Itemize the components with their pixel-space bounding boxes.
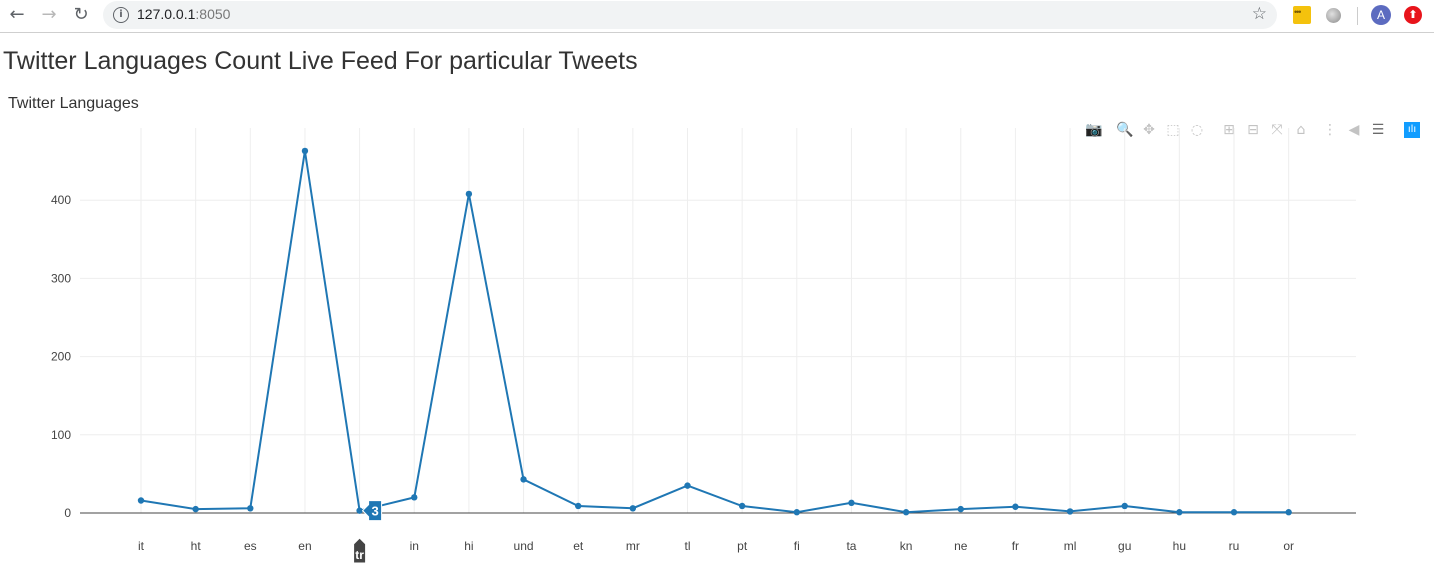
series-line <box>140 150 1289 514</box>
data-point[interactable] <box>957 505 964 513</box>
x-tick-label: es <box>244 539 257 553</box>
back-arrow-icon[interactable]: ← <box>9 4 25 25</box>
x-tick-label: und <box>514 539 534 553</box>
extension-icon[interactable] <box>1293 6 1311 24</box>
chart-title: Twitter Languages <box>8 95 139 112</box>
hover-labels: 3 tr <box>353 500 383 564</box>
bookmark-star-icon[interactable]: ☆ <box>1251 4 1267 24</box>
data-point[interactable] <box>1012 503 1019 510</box>
extension-icon[interactable] <box>1326 8 1341 23</box>
data-point[interactable] <box>684 482 691 489</box>
camera-icon[interactable]: 📷 <box>1085 122 1103 138</box>
x-tick-label: gu <box>1118 539 1131 553</box>
zoom-out-icon[interactable]: ⊟ <box>1247 122 1259 138</box>
data-point[interactable] <box>192 505 199 513</box>
extension-icon[interactable]: ⬆ <box>1404 6 1422 24</box>
data-point[interactable] <box>137 497 145 504</box>
avatar[interactable]: A <box>1371 5 1391 25</box>
y-axis-ticks: 0 100 200 300 400 <box>51 193 71 520</box>
x-tick-label: in <box>410 539 419 553</box>
x-tick-label: kn <box>900 539 913 553</box>
x-tick-label: hi <box>464 539 473 553</box>
data-point[interactable] <box>1066 508 1074 515</box>
url-port: :8050 <box>195 6 231 22</box>
x-tick-label: it <box>138 539 145 553</box>
x-tick-label: or <box>1283 539 1294 553</box>
data-point[interactable] <box>629 505 637 512</box>
data-point[interactable] <box>411 494 418 501</box>
x-tick-label: mr <box>626 539 640 553</box>
x-tick-label: et <box>573 539 584 553</box>
hover-value-label: 3 <box>361 500 383 522</box>
reset-axes-icon[interactable]: ⌂ <box>1296 122 1306 138</box>
hover-category-label: tr <box>353 537 367 564</box>
reload-icon[interactable]: ↻ <box>73 4 89 25</box>
data-point[interactable] <box>247 505 254 512</box>
y-tick-label: 400 <box>51 193 71 207</box>
gridlines <box>80 128 1356 513</box>
autoscale-icon[interactable]: ⤧ <box>1271 122 1283 138</box>
x-tick-label: fi <box>794 539 800 553</box>
x-tick-label: ml <box>1064 539 1077 553</box>
x-tick-label: fr <box>1012 539 1019 553</box>
browser-toolbar: ← → ↻ i 127.0.0.1:8050 ☆ A ⬆ <box>0 0 1434 33</box>
box-select-icon[interactable]: ⬚ <box>1166 122 1180 138</box>
plotly-logo-icon[interactable]: ılı <box>1404 122 1420 138</box>
data-point[interactable] <box>793 509 800 516</box>
y-tick-label: 200 <box>51 350 71 364</box>
data-points <box>137 147 1292 516</box>
url-host: 127.0.0.1 <box>137 6 196 22</box>
data-point[interactable] <box>465 190 473 198</box>
data-point[interactable] <box>356 507 363 514</box>
x-tick-label: ru <box>1229 539 1240 553</box>
zoom-in-icon[interactable]: ⊞ <box>1223 122 1235 138</box>
x-axis-ticks: it ht es en in hi und et mr tl pt fi ta kn ne fr ml gu hu r… <box>138 539 1294 553</box>
x-tick-label: ht <box>191 539 202 553</box>
data-point[interactable] <box>738 502 746 510</box>
x-tick-label: pt <box>737 539 748 553</box>
info-icon[interactable]: i <box>113 7 129 23</box>
data-point[interactable] <box>1285 509 1292 516</box>
toolbar-divider <box>1357 7 1358 25</box>
address-bar[interactable]: i 127.0.0.1:8050 ☆ <box>103 1 1277 29</box>
data-point[interactable] <box>1230 509 1238 516</box>
data-point[interactable] <box>575 502 582 510</box>
hover-value-text: 3 <box>371 504 378 519</box>
data-point[interactable] <box>1176 509 1183 516</box>
x-tick-label: ta <box>846 539 856 553</box>
x-tick-label: en <box>298 539 311 553</box>
hover-compare-icon[interactable]: ☰ <box>1371 122 1385 138</box>
data-point[interactable] <box>301 147 309 155</box>
page-title: Twitter Languages Count Live Feed For pa… <box>3 47 638 75</box>
url-text[interactable]: 127.0.0.1:8050 <box>137 6 230 22</box>
spike-lines-icon[interactable]: ⋮ <box>1323 122 1337 138</box>
x-tick-label: ne <box>954 539 968 553</box>
hover-category-text: tr <box>355 548 364 562</box>
pan-icon[interactable]: ✥ <box>1143 122 1155 138</box>
hover-closest-icon[interactable]: ◀ <box>1348 122 1360 138</box>
data-point[interactable] <box>848 499 855 507</box>
y-tick-label: 300 <box>51 271 71 285</box>
y-tick-label: 100 <box>51 428 71 442</box>
x-tick-label: hu <box>1173 539 1186 553</box>
y-tick-label: 0 <box>64 506 71 520</box>
data-point[interactable] <box>520 476 527 483</box>
forward-arrow-icon[interactable]: → <box>41 4 57 25</box>
data-point[interactable] <box>1121 502 1128 510</box>
x-tick-label: tl <box>685 539 691 553</box>
data-point[interactable] <box>902 509 910 516</box>
lasso-icon[interactable]: ◌ <box>1190 122 1204 138</box>
